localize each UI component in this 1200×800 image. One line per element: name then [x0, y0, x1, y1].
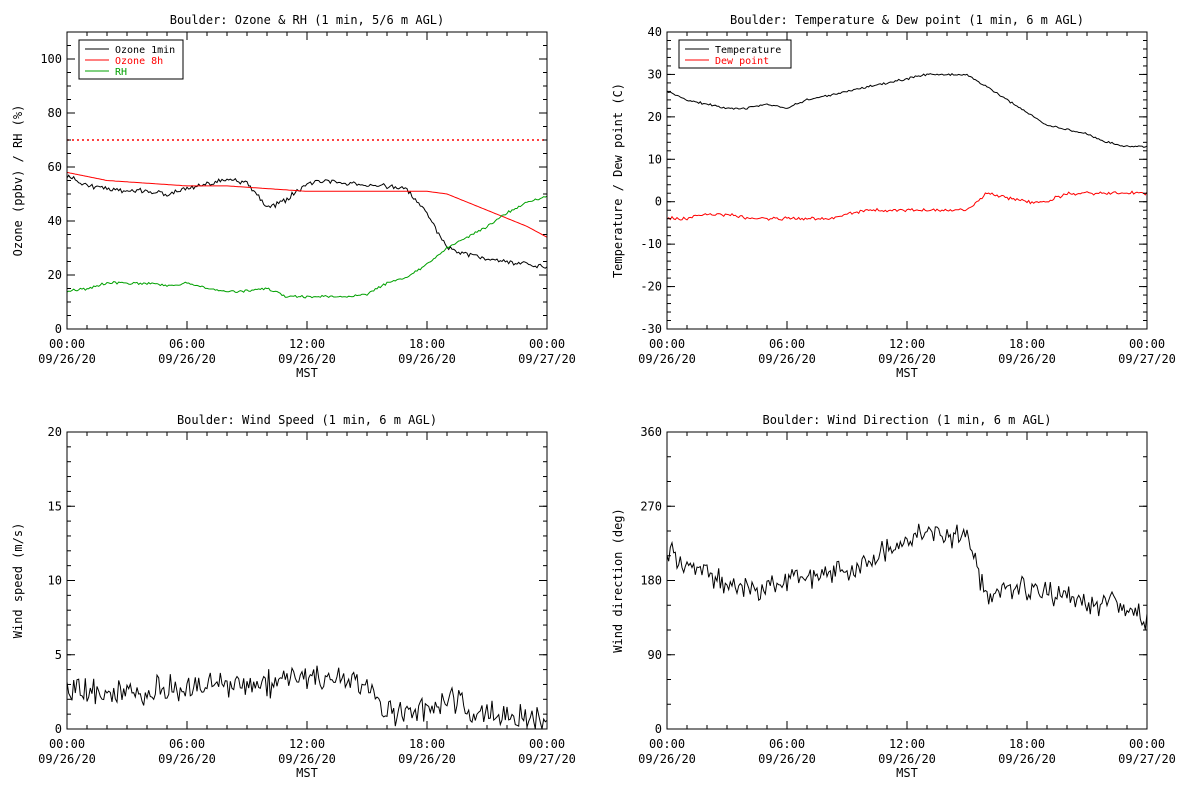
y-tick-label: 15	[48, 499, 62, 513]
x-tick-date: 09/26/20	[38, 352, 96, 366]
y-tick-label: 0	[655, 722, 662, 736]
x-tick-date: 09/27/20	[1118, 752, 1176, 766]
y-tick-label: 0	[655, 195, 662, 209]
series-line-dew-point	[666, 190, 1148, 221]
x-tick-date: 09/26/20	[758, 752, 816, 766]
x-tick-date: 09/26/20	[638, 352, 696, 366]
x-tick-date: 09/27/20	[518, 752, 576, 766]
y-tick-label: 100	[40, 52, 62, 66]
x-tick-date: 09/26/20	[398, 752, 456, 766]
chart-title: Boulder: Wind Direction (1 min, 6 m AGL)	[763, 413, 1052, 427]
x-tick-date: 09/27/20	[1118, 352, 1176, 366]
x-tick-date: 09/26/20	[758, 352, 816, 366]
x-tick-date: 09/26/20	[878, 752, 936, 766]
plot-frame	[666, 31, 1148, 330]
series-line-temperature	[666, 73, 1148, 148]
chart-title: Boulder: Wind Speed (1 min, 6 m AGL)	[177, 413, 437, 427]
x-tick-time: 00:00	[649, 337, 685, 351]
x-tick-time: 06:00	[769, 337, 805, 351]
x-tick-time: 06:00	[169, 337, 205, 351]
y-tick-label: 270	[640, 499, 662, 513]
x-tick-date: 09/26/20	[278, 752, 336, 766]
y-tick-label: 60	[48, 160, 62, 174]
x-tick-time: 06:00	[769, 737, 805, 751]
series-line-ozone-1min	[66, 174, 548, 269]
x-axis-label: MST	[896, 366, 918, 380]
y-tick-label: 360	[640, 425, 662, 439]
y-tick-label: -10	[640, 237, 662, 251]
y-tick-label: 20	[648, 110, 662, 124]
x-tick-time: 00:00	[1129, 737, 1165, 751]
y-tick-label: 180	[640, 574, 662, 588]
x-tick-time: 00:00	[529, 337, 565, 351]
legend-label: Dew point	[715, 56, 769, 67]
y-axis-label: Wind speed (m/s)	[11, 523, 25, 639]
y-tick-label: 80	[48, 106, 62, 120]
x-axis-label: MST	[296, 766, 318, 780]
x-tick-time: 18:00	[409, 337, 445, 351]
y-tick-label: -30	[640, 322, 662, 336]
x-tick-time: 00:00	[649, 737, 685, 751]
x-tick-time: 00:00	[529, 737, 565, 751]
x-tick-date: 09/26/20	[278, 352, 336, 366]
legend-box	[678, 39, 792, 69]
x-tick-time: 12:00	[289, 337, 325, 351]
x-tick-date: 09/26/20	[998, 352, 1056, 366]
y-tick-label: -20	[640, 280, 662, 294]
y-tick-label: 20	[48, 268, 62, 282]
y-tick-label: 10	[48, 574, 62, 588]
x-tick-time: 06:00	[169, 737, 205, 751]
chart-panel-4: Boulder: Wind Direction (1 min, 6 m AGL)…	[611, 413, 1176, 780]
y-axis-label: Ozone (ppbv) / RH (%)	[11, 105, 25, 257]
x-tick-time: 18:00	[409, 737, 445, 751]
y-tick-label: 5	[55, 648, 62, 662]
y-tick-label: 10	[648, 152, 662, 166]
y-tick-label: 20	[48, 425, 62, 439]
x-axis-label: MST	[896, 766, 918, 780]
x-tick-date: 09/26/20	[158, 752, 216, 766]
y-tick-label: 0	[55, 322, 62, 336]
legend-label: Temperature	[715, 45, 781, 56]
y-tick-label: 0	[55, 722, 62, 736]
legend-label: Ozone 8h	[115, 56, 163, 67]
plot-frame	[666, 431, 1148, 730]
y-tick-label: 30	[648, 67, 662, 81]
chart-panel-2: Boulder: Temperature & Dew point (1 min,…	[611, 13, 1176, 380]
x-tick-date: 09/27/20	[518, 352, 576, 366]
x-tick-time: 18:00	[1009, 337, 1045, 351]
x-tick-time: 00:00	[1129, 337, 1165, 351]
legend-label: Ozone 1min	[115, 45, 175, 56]
y-axis-label: Wind direction (deg)	[611, 508, 625, 653]
y-tick-label: 40	[48, 214, 62, 228]
series-line-ozone-8h	[66, 171, 548, 238]
x-tick-time: 18:00	[1009, 737, 1045, 751]
chart-panel-1: Boulder: Ozone & RH (1 min, 5/6 m AGL) 0 2…	[11, 13, 576, 380]
series-line-1	[666, 523, 1148, 630]
legend-label: RH	[115, 67, 127, 78]
x-tick-date: 09/26/20	[398, 352, 456, 366]
x-tick-time: 12:00	[889, 337, 925, 351]
chart-panel-3: Boulder: Wind Speed (1 min, 6 m AGL) 0 5 10…	[11, 413, 576, 780]
x-tick-date: 09/26/20	[878, 352, 936, 366]
x-tick-time: 00:00	[49, 737, 85, 751]
series-line-1	[66, 665, 548, 730]
chart-title: Boulder: Ozone & RH (1 min, 5/6 m AGL)	[170, 13, 445, 27]
y-axis-label: Temperature / Dew point (C)	[611, 83, 625, 278]
x-tick-time: 12:00	[289, 737, 325, 751]
x-tick-date: 09/26/20	[998, 752, 1056, 766]
y-tick-label: 90	[648, 648, 662, 662]
x-tick-date: 09/26/20	[38, 752, 96, 766]
x-tick-date: 09/26/20	[158, 352, 216, 366]
y-tick-label: 40	[648, 25, 662, 39]
x-axis-label: MST	[296, 366, 318, 380]
chart-title: Boulder: Temperature & Dew point (1 min,…	[730, 13, 1084, 27]
series-line-rh	[66, 195, 548, 299]
x-tick-time: 12:00	[889, 737, 925, 751]
x-tick-time: 00:00	[49, 337, 85, 351]
x-tick-date: 09/26/20	[638, 752, 696, 766]
